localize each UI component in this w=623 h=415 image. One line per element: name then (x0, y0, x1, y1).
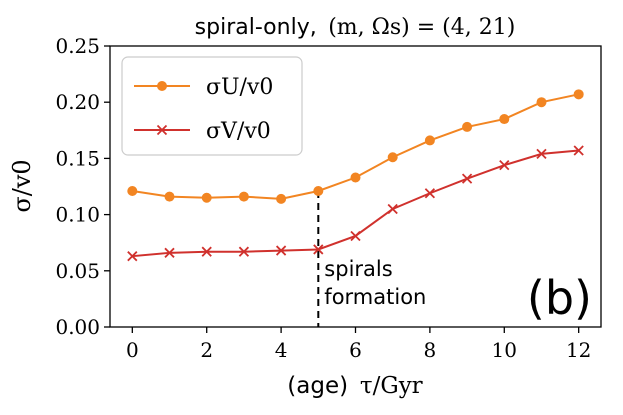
series-layer (127, 89, 584, 262)
data-point (387, 152, 398, 163)
x-tick-label: 8 (424, 338, 437, 362)
data-point (201, 246, 212, 257)
x-tick-label: 0 (126, 338, 139, 362)
chart-title: spiral-only, (m, Ωs) = (4, 21) (195, 14, 516, 40)
x-axis-label-text: (age) (287, 373, 348, 399)
y-tick-label: 0.00 (55, 315, 100, 339)
data-point (275, 245, 287, 256)
legend-label: σU/v0 (206, 75, 273, 100)
data-point (164, 191, 175, 202)
data-point (238, 246, 250, 257)
y-axis-label: σ/v0 (8, 159, 36, 212)
data-point (461, 173, 473, 184)
x-tick-label: 4 (275, 338, 288, 362)
x-axis-label-math: τ/Gyr (360, 373, 423, 399)
legend-marker (156, 124, 168, 136)
data-point (238, 191, 249, 202)
vline-label-line-2: formation (324, 285, 426, 309)
data-point (387, 203, 398, 215)
data-point (499, 114, 510, 125)
data-point (499, 160, 510, 171)
data-point (573, 145, 584, 156)
y-tick-label: 0.10 (55, 203, 100, 227)
legend-marker (157, 81, 167, 91)
x-tick-label: 2 (200, 338, 213, 362)
data-point (127, 185, 138, 196)
data-point (127, 251, 138, 262)
panel-label: (b) (527, 271, 592, 325)
chart-title-math: (m, Ωs) = (4, 21) (328, 15, 515, 40)
series-line-1 (132, 149, 579, 258)
data-point (313, 185, 324, 196)
data-point (350, 172, 361, 183)
y-axis: 0.00 0.05 0.10 0.15 0.20 0.25 (55, 34, 110, 339)
data-point (313, 244, 324, 255)
chart-title-text: spiral-only, (195, 15, 317, 40)
data-point (276, 193, 287, 204)
legend: σU/v0 σV/v0 (121, 56, 303, 156)
data-point (201, 192, 212, 203)
x-tick-label: 10 (492, 338, 517, 362)
y-tick-label: 0.15 (55, 146, 100, 170)
spirals-formation-label: spirals formation (324, 257, 426, 309)
y-tick-label: 0.20 (55, 90, 100, 114)
y-tick-label: 0.25 (55, 34, 100, 58)
x-tick-label: 12 (566, 338, 591, 362)
data-point (573, 89, 584, 100)
legend-label: σV/v0 (206, 119, 271, 144)
x-tick-label: 6 (349, 338, 362, 362)
data-point (462, 121, 473, 132)
data-point (164, 247, 175, 258)
y-tick-label: 0.05 (55, 259, 100, 283)
x-axis-label: (age) τ/Gyr (287, 373, 422, 399)
vline-label-line-1: spirals (324, 257, 392, 281)
data-point (350, 230, 361, 242)
x-axis: 0 2 4 6 8 10 12 (126, 327, 591, 362)
data-point (424, 188, 436, 199)
data-point (424, 135, 435, 146)
data-point (536, 148, 547, 160)
data-point (536, 97, 547, 108)
